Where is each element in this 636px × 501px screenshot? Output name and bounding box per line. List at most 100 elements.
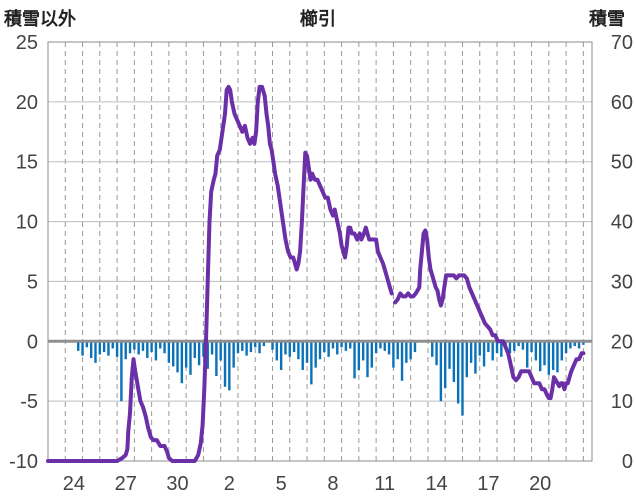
right-tick-label: 50	[611, 152, 633, 174]
bar	[349, 341, 352, 349]
bar	[573, 341, 576, 347]
left-tick-label: 5	[27, 271, 38, 293]
bar	[146, 341, 149, 359]
bar	[353, 341, 356, 379]
left-axis-title: 積雪以外	[4, 9, 76, 30]
x-tick-label: 14	[425, 473, 447, 495]
bar	[197, 341, 201, 366]
right-tick-label: 20	[611, 331, 633, 353]
bar	[396, 341, 399, 360]
bar	[301, 341, 304, 371]
bar	[81, 341, 84, 356]
bar	[202, 341, 205, 357]
bar	[128, 341, 132, 354]
bar	[465, 341, 469, 378]
bar	[189, 341, 192, 375]
bar	[249, 341, 253, 353]
bar	[461, 341, 464, 416]
left-tick-label: -10	[9, 451, 38, 473]
bar	[392, 341, 395, 368]
bar	[370, 341, 374, 368]
bar	[577, 341, 581, 349]
bar	[288, 341, 291, 357]
bar	[193, 341, 197, 359]
bar	[206, 341, 209, 369]
bar	[383, 341, 386, 351]
bar	[223, 341, 227, 387]
bar	[254, 341, 257, 348]
bar	[310, 341, 313, 385]
bar	[435, 341, 438, 366]
right-tick-label: 30	[611, 271, 633, 293]
bar	[292, 341, 296, 353]
right-tick-label: 60	[611, 92, 633, 114]
bar	[361, 341, 365, 361]
bar	[124, 341, 127, 360]
bar	[331, 341, 335, 349]
bar	[526, 341, 529, 368]
bar	[521, 341, 525, 350]
bar	[284, 341, 287, 355]
bar	[150, 341, 153, 353]
left-tick-label: 25	[16, 32, 38, 54]
x-tick-label: 11	[374, 473, 395, 495]
bar	[495, 341, 499, 354]
left-tick-label: 15	[16, 152, 38, 174]
x-tick-label: 2	[224, 473, 235, 495]
bar	[469, 341, 473, 363]
bar	[500, 341, 503, 357]
bar	[478, 341, 481, 356]
bar	[439, 341, 443, 402]
bar	[482, 341, 486, 367]
bar	[327, 341, 330, 357]
bar	[448, 341, 451, 369]
bar	[547, 341, 551, 375]
bar	[569, 341, 572, 349]
bar	[107, 341, 110, 356]
bar	[180, 341, 184, 384]
bar	[556, 341, 559, 373]
bar	[452, 341, 456, 382]
bar	[111, 341, 114, 349]
x-tick-label: 30	[166, 473, 188, 495]
bar	[530, 341, 533, 353]
x-tick-label: 8	[327, 473, 338, 495]
bar	[336, 341, 339, 355]
snow-depth-line	[393, 228, 586, 401]
bar	[77, 341, 80, 351]
snow-depth-line	[46, 84, 394, 463]
bar	[357, 341, 361, 371]
bar	[159, 341, 162, 349]
bar	[374, 341, 378, 354]
bar	[133, 341, 136, 350]
bar	[98, 341, 102, 355]
bar	[582, 341, 585, 345]
bar	[167, 341, 171, 363]
bar	[163, 341, 166, 354]
bar	[443, 341, 447, 388]
bar	[262, 341, 266, 347]
x-tick-label: 5	[276, 473, 287, 495]
bar	[305, 341, 309, 363]
bar	[517, 341, 520, 347]
bar	[137, 341, 140, 355]
bar	[102, 341, 106, 353]
plot-frame	[47, 41, 593, 462]
bar	[431, 341, 434, 357]
left-tick-label: 10	[16, 212, 38, 234]
bar	[513, 341, 516, 351]
bar	[487, 341, 490, 353]
x-tick-label: 20	[529, 473, 551, 495]
right-tick-label: 40	[611, 212, 633, 234]
x-tick-label: 17	[477, 473, 499, 495]
bar	[228, 341, 231, 391]
x-tick-label: 27	[115, 473, 137, 495]
bar	[115, 341, 119, 357]
bar	[314, 341, 317, 368]
bar	[85, 341, 89, 348]
bar	[366, 341, 369, 378]
right-tick-label: 70	[611, 32, 633, 54]
bar	[236, 341, 240, 354]
bar	[258, 341, 261, 354]
